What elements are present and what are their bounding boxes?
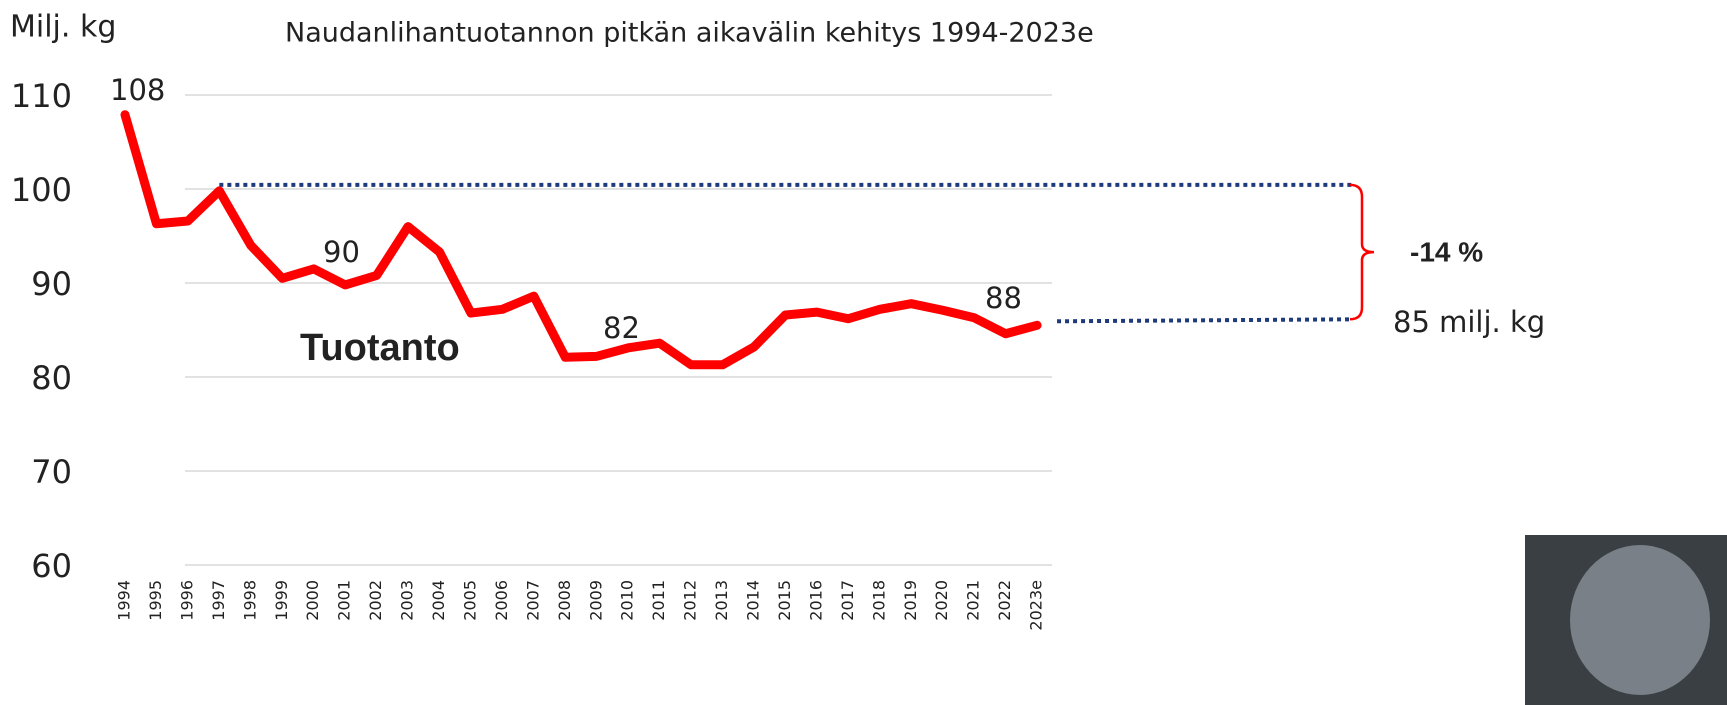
x-tick-label: 2021	[964, 580, 983, 621]
annotation: 82	[603, 311, 640, 345]
x-tick-label: 1997	[209, 580, 228, 621]
x-tick-label: 2019	[901, 580, 920, 621]
annotation: 108	[110, 73, 165, 107]
annotation: 85 milj. kg	[1393, 305, 1545, 339]
chart-title: Naudanlihantuotannon pitkän aikavälin ke…	[285, 18, 1094, 49]
x-tick-label: 2004	[429, 580, 448, 621]
x-tick-label: 2010	[618, 580, 637, 621]
x-tick-label: 2012	[681, 580, 700, 621]
annotation: 88	[985, 281, 1022, 315]
x-tick-label: 2020	[932, 580, 951, 621]
x-tick-label: 2000	[303, 580, 322, 621]
x-tick-label: 2007	[523, 580, 542, 621]
x-tick-label: 1999	[272, 580, 291, 621]
y-tick-label: 110	[11, 77, 72, 115]
annotation: 90	[323, 235, 360, 269]
series-label: Tuotanto	[300, 327, 460, 369]
x-tick-label: 2017	[838, 580, 857, 621]
x-tick-label: 2008	[555, 580, 574, 621]
x-tick-label: 2002	[366, 580, 385, 621]
x-tick-label: 2022	[995, 580, 1014, 621]
x-tick-label: 1994	[115, 580, 134, 621]
y-tick-label: 100	[11, 171, 72, 209]
x-tick-label: 2005	[460, 580, 479, 621]
x-tick-label: 2016	[806, 580, 825, 621]
x-tick-label: 2006	[492, 580, 511, 621]
x-tick-label: 1995	[146, 580, 165, 621]
x-tick-label: 2003	[398, 580, 417, 621]
x-tick-label: 2011	[649, 580, 668, 621]
x-tick-label: 1998	[240, 580, 259, 621]
photo-detail	[1570, 545, 1710, 695]
x-tick-label: 2015	[775, 580, 794, 621]
x-tick-label: 2018	[869, 580, 888, 621]
bracket	[1349, 183, 1375, 321]
x-tick-label: 2009	[586, 580, 605, 621]
reference-line	[1057, 317, 1353, 324]
x-tick-label: 1996	[177, 580, 196, 621]
x-tick-label: 2014	[744, 580, 763, 621]
y-tick-label: 60	[31, 547, 72, 585]
y-axis-label: Milj. kg	[10, 10, 116, 45]
line-series	[120, 110, 1042, 370]
x-tick-label: 2013	[712, 580, 731, 621]
x-tick-label: 2001	[335, 580, 354, 621]
y-tick-label: 70	[31, 453, 72, 491]
y-tick-label: 90	[31, 265, 72, 303]
y-tick-label: 80	[31, 359, 72, 397]
x-tick-label: 2023e	[1027, 580, 1046, 631]
annotation: -14 %	[1410, 236, 1483, 267]
